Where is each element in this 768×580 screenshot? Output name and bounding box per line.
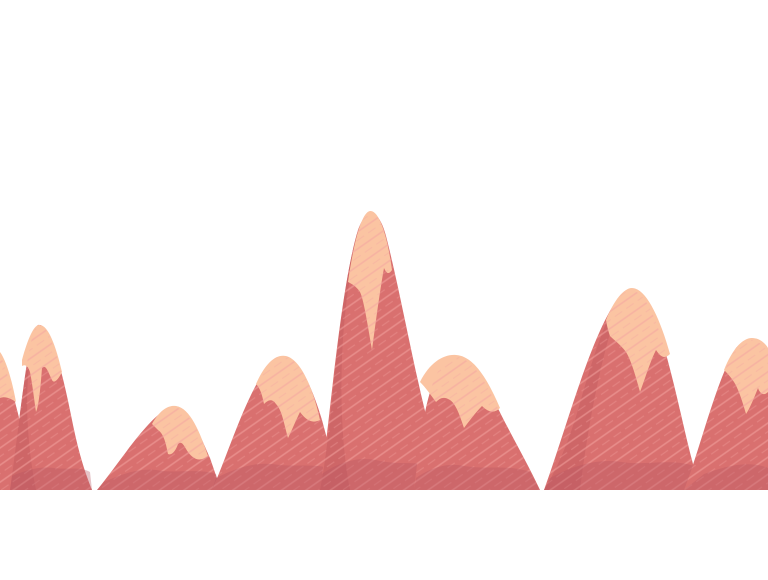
mountain-right-large	[544, 288, 698, 490]
mountain-left	[10, 324, 92, 490]
mountain-center-right	[414, 354, 540, 490]
mountain-medium	[212, 355, 340, 490]
mountain-far-right	[684, 338, 768, 490]
mountain-small	[97, 405, 220, 490]
mountain-tallest	[320, 210, 448, 490]
